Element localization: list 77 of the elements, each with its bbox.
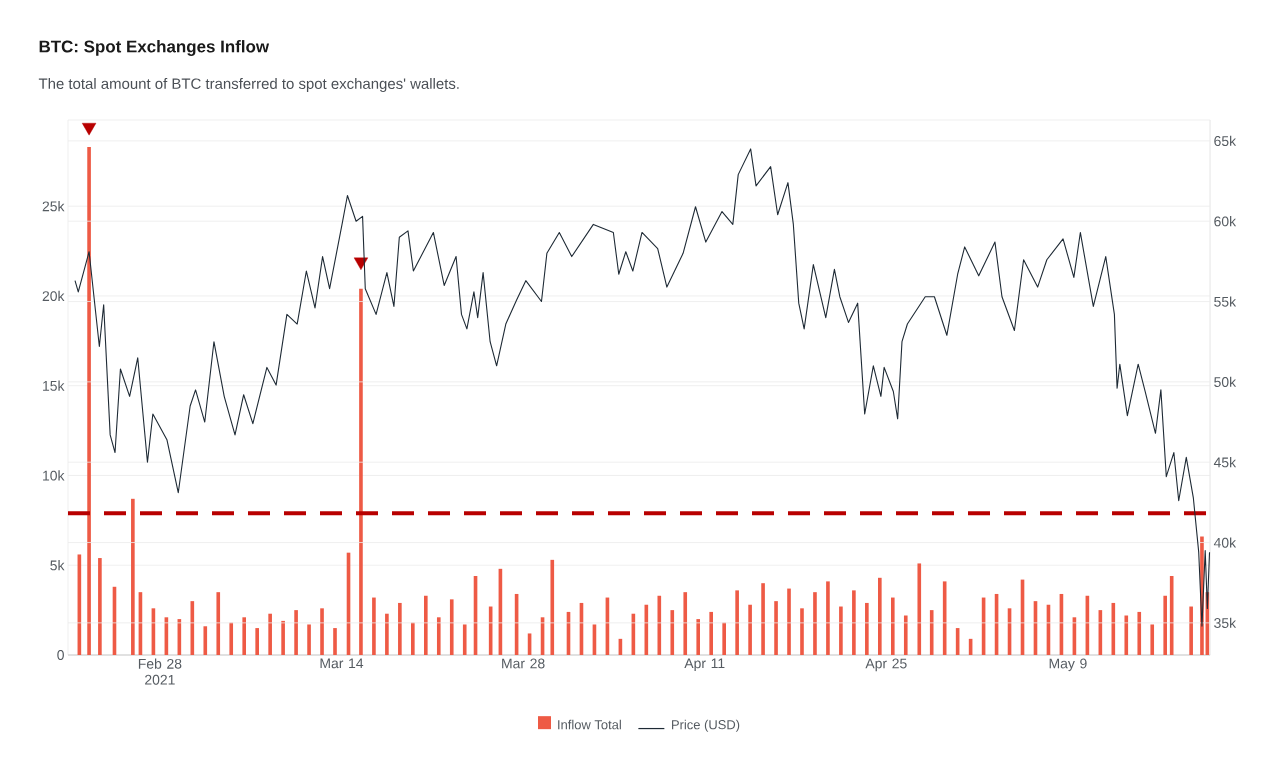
bar xyxy=(761,583,765,655)
bar xyxy=(813,592,817,655)
bar xyxy=(800,608,804,655)
bar xyxy=(1163,595,1168,655)
bar xyxy=(683,592,688,655)
bar xyxy=(1169,576,1174,655)
bar xyxy=(696,619,701,655)
y2-tick-label: 50k xyxy=(1214,376,1237,387)
bar xyxy=(839,606,843,655)
y-tick-label: 15k xyxy=(43,380,65,391)
bar xyxy=(229,622,234,655)
bar xyxy=(242,617,247,655)
y-tick-label: 25k xyxy=(42,201,65,212)
y2-tick-label: 60k xyxy=(1214,216,1237,227)
bar xyxy=(852,590,856,655)
bar xyxy=(865,602,869,655)
bar xyxy=(890,597,895,655)
y-tick-label: 10k xyxy=(43,470,65,481)
bar xyxy=(372,597,376,655)
chart-title: BTC: Spot Exchanges Inflow xyxy=(39,40,270,56)
bar xyxy=(670,610,675,655)
bar xyxy=(1137,611,1142,655)
bar xyxy=(1150,624,1155,655)
bar xyxy=(307,624,311,655)
bar xyxy=(255,628,259,655)
bar xyxy=(787,588,791,655)
line-series xyxy=(74,148,1211,627)
bar xyxy=(722,622,726,655)
bar xyxy=(333,628,337,655)
bar xyxy=(657,595,662,655)
bar xyxy=(878,577,882,655)
bar xyxy=(320,608,324,655)
bar xyxy=(423,595,428,655)
legend-label: Price (USD) xyxy=(672,719,740,732)
x-tick-label: May 9 xyxy=(1049,658,1087,672)
x-tick-label: Feb 28 2021 xyxy=(138,658,182,685)
bar xyxy=(268,613,272,655)
bar xyxy=(929,610,934,655)
bar xyxy=(131,498,135,655)
y-tick-label: 5k xyxy=(50,560,65,571)
bar xyxy=(359,288,363,655)
bar xyxy=(87,146,91,655)
bar xyxy=(203,626,208,655)
bar xyxy=(216,592,221,655)
y2-tick-label: 40k xyxy=(1213,537,1237,548)
x-tick-label: Apr 11 xyxy=(684,658,725,672)
bar xyxy=(449,599,454,655)
bar xyxy=(436,617,441,655)
bar xyxy=(411,622,415,655)
bar xyxy=(1124,615,1129,655)
bar xyxy=(735,590,739,655)
y-tick-label: 0 xyxy=(57,650,64,660)
bar xyxy=(917,563,922,655)
bar xyxy=(281,620,285,655)
bar xyxy=(190,601,195,655)
bar xyxy=(98,558,102,655)
x-tick-label: Apr 25 xyxy=(865,658,907,672)
bar xyxy=(1189,606,1193,655)
bar xyxy=(774,601,778,655)
bar xyxy=(709,611,713,655)
chart-subtitle: The total amount of BTC transferred to spot exchanges' wallets. xyxy=(38,78,459,92)
x-tick-label: Mar 28 xyxy=(502,658,545,669)
y2-tick-label: 65k xyxy=(1214,135,1237,147)
y2-tick-label: 35k xyxy=(1214,617,1237,628)
legend-label: Inflow Total xyxy=(558,719,621,730)
y-tick-label: 20k xyxy=(42,290,65,302)
bar xyxy=(462,624,467,655)
bar xyxy=(385,613,389,655)
bar xyxy=(903,615,908,655)
bar xyxy=(398,602,402,655)
y2-tick-label: 55k xyxy=(1214,296,1237,307)
x-tick-label: Mar 14 xyxy=(320,658,364,669)
bar xyxy=(550,559,555,655)
bar xyxy=(826,581,830,655)
bar xyxy=(748,604,752,655)
y2-tick-label: 45k xyxy=(1213,457,1237,468)
bar xyxy=(294,610,298,655)
